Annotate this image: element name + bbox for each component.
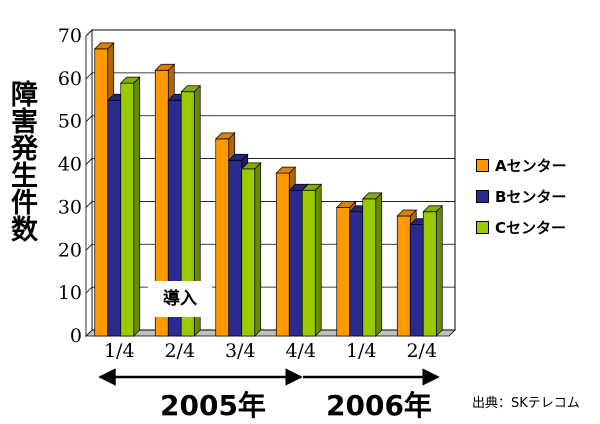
y-tick-label: 50 — [58, 111, 82, 133]
x-tick-label: 1/4 — [346, 340, 377, 362]
bar-side — [375, 192, 383, 337]
bar — [422, 204, 444, 337]
legend-label-a: Aセンター — [495, 157, 567, 175]
bar-front — [275, 172, 290, 337]
bar-side — [133, 76, 141, 337]
y-axis-label: 障害発生件数 — [6, 80, 37, 242]
bar — [361, 192, 383, 337]
legend-swatch-c — [476, 221, 489, 234]
bar-front — [94, 48, 109, 337]
legend-item-b: Bセンター — [476, 181, 598, 212]
bar-top — [119, 76, 141, 84]
bar-front — [336, 207, 351, 337]
y-tick-labels: 0 10 20 30 40 50 60 70 — [58, 25, 82, 347]
bar-front — [349, 211, 364, 337]
legend-item-a: Aセンター — [476, 150, 598, 181]
bar-top — [422, 205, 444, 213]
x-tick-labels: 1/4 2/4 3/4 4/4 1/4 2/4 — [104, 340, 437, 362]
y-tick-label: 60 — [58, 68, 82, 90]
x-tick-label: 3/4 — [225, 340, 256, 362]
x-tick-label: 2/4 — [406, 340, 437, 362]
bar-top — [240, 162, 262, 170]
bar-top — [301, 183, 323, 191]
bar-front — [422, 211, 437, 337]
bar-front — [362, 198, 377, 337]
bar-front — [241, 168, 256, 337]
legend-swatch-b — [476, 190, 489, 203]
bar-top — [361, 192, 383, 200]
legend: Aセンター Bセンター Cセンター — [476, 150, 598, 243]
bar-front — [396, 215, 411, 337]
bar — [301, 183, 323, 337]
bar-side — [435, 204, 443, 337]
bar-top — [396, 209, 418, 217]
gridline-side — [85, 29, 93, 37]
bar — [119, 76, 141, 337]
x-tick-label: 4/4 — [285, 340, 316, 362]
bar-top — [180, 85, 202, 93]
bar-top — [93, 42, 115, 50]
x-tick-label: 2/4 — [164, 340, 195, 362]
y-tick-label: 20 — [58, 239, 82, 261]
bar-top — [275, 166, 297, 174]
gridline-side — [85, 244, 93, 251]
y-tick-label: 0 — [70, 325, 82, 347]
y-tick-label: 40 — [58, 154, 82, 176]
bar-front — [215, 138, 230, 337]
source-note: 出典：SKテレコム — [472, 396, 580, 411]
bar-side — [254, 162, 262, 337]
bar-front — [409, 224, 424, 337]
bar-front — [301, 189, 316, 337]
bar-front — [107, 99, 122, 337]
bar — [180, 84, 202, 337]
x-tick-label: 1/4 — [104, 340, 135, 362]
gridline-side — [85, 115, 93, 122]
legend-label-c: Cセンター — [495, 219, 567, 237]
gridline-side — [85, 158, 93, 165]
y-tick-label: 10 — [58, 282, 82, 304]
gridline-side — [85, 286, 93, 294]
annotation-intro: 導入 — [148, 281, 212, 317]
bar-front — [288, 189, 303, 337]
legend-item-c: Cセンター — [476, 212, 598, 243]
gridline-side — [85, 201, 93, 208]
gridline-side — [85, 72, 93, 80]
bar-top — [214, 132, 236, 140]
bar-top — [335, 201, 357, 208]
legend-label-b: Bセンター — [495, 188, 567, 206]
bar-front — [120, 82, 135, 337]
y-tick-label: 70 — [58, 25, 82, 47]
bar — [240, 162, 262, 337]
period-label-2006: 2006年 — [326, 389, 432, 422]
bar-top — [227, 153, 249, 161]
bars — [93, 42, 444, 337]
bar-front — [228, 159, 243, 337]
bar-side — [314, 183, 322, 337]
legend-swatch-a — [476, 159, 489, 172]
y-tick-label: 30 — [58, 196, 82, 218]
bar-top — [154, 63, 176, 71]
period-label-2005: 2005年 — [160, 389, 266, 422]
